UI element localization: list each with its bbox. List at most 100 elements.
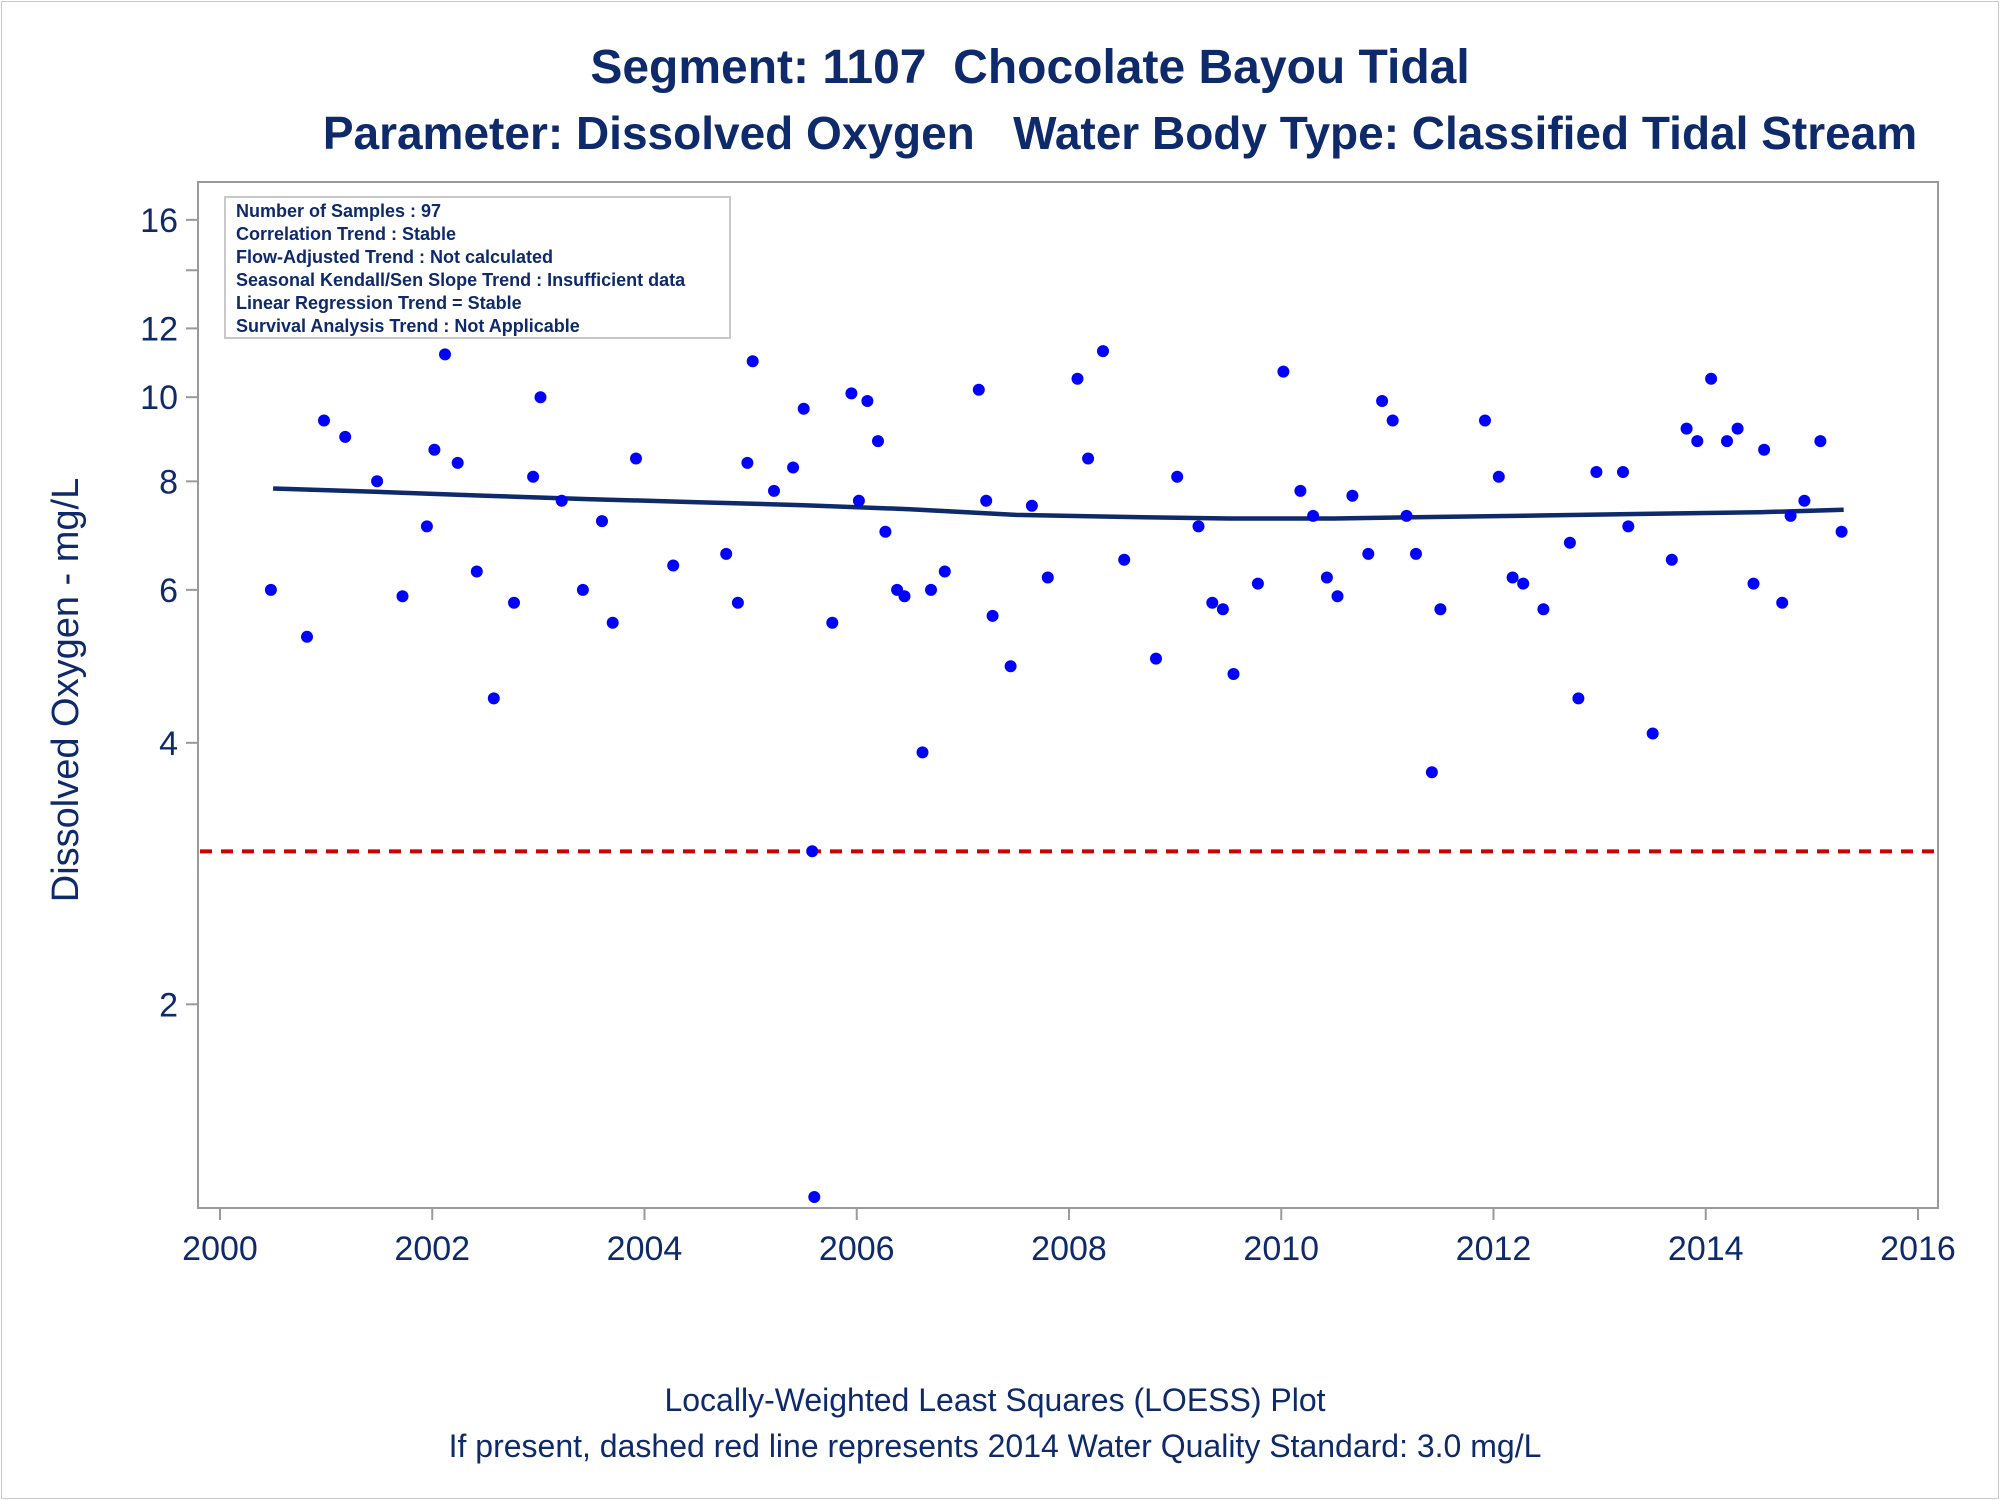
data-point [508,596,520,609]
data-point [1320,571,1333,584]
data-point [1776,596,1789,609]
data-point [1294,484,1307,497]
data-point [1025,499,1038,512]
stats-line: Number of Samples : 97 [236,201,441,221]
data-point [1784,509,1797,522]
x-tick-label: 2008 [1031,1230,1107,1268]
data-point [1400,509,1413,522]
stats-line: Linear Regression Trend = Stable [236,293,522,313]
data-point [1798,494,1811,507]
x-tick-label: 2010 [1243,1230,1319,1268]
data-point [898,590,911,603]
stats-line: Correlation Trend : Stable [236,224,456,244]
data-point [1331,590,1344,603]
data-point [1572,692,1585,705]
data-point [1041,571,1054,584]
data-point [808,1191,821,1203]
data-point [1617,466,1629,478]
data-point [1118,553,1131,566]
footnote-standard: If present, dashed red line represents 2… [448,1428,1542,1464]
data-point [1492,470,1505,483]
data-point [1563,536,1576,549]
data-point [534,391,547,404]
x-tick-label: 2006 [819,1230,895,1268]
data-points [264,202,1848,1203]
data-point [986,609,999,622]
data-point [972,383,985,396]
data-point [1517,577,1530,590]
data-point [1307,509,1320,522]
data-point [1537,603,1550,616]
data-point [916,746,929,759]
footnote-loess: Locally-Weighted Least Squares (LOESS) P… [664,1382,1326,1418]
data-point [797,402,810,415]
y-tick-label: 4 [159,725,178,763]
stats-line: Survival Analysis Trend : Not Applicable [236,316,580,336]
x-tick-label: 2002 [394,1230,470,1268]
data-point [925,583,937,596]
data-point [1410,547,1422,560]
data-point [264,583,277,596]
data-point [1192,520,1205,533]
data-point [1721,435,1733,448]
data-point [806,845,819,858]
data-point [487,692,500,705]
data-point [527,470,540,483]
y-axis-label: Dissolved Oxygen - mg/L [45,478,87,903]
data-point [1590,466,1603,478]
loess-curve [273,486,1844,521]
data-point [1731,422,1744,435]
stats-line: Flow-Adjusted Trend : Not calculated [236,247,553,267]
data-point [1376,395,1389,407]
data-point [1434,603,1447,616]
data-point [1386,414,1399,427]
data-point [852,494,865,507]
x-axis: 2000 2002 2004 2006 2008 2010 2012 2014 2016 [182,1208,1956,1268]
data-point [1150,652,1162,665]
data-point [1705,372,1718,385]
y-tick-label: 2 [159,986,178,1024]
data-point [879,525,892,538]
data-point [1346,489,1359,502]
data-point [555,494,568,507]
data-point [470,565,483,578]
data-point [667,559,680,572]
data-point [1479,414,1491,427]
x-tick-label: 2016 [1880,1230,1956,1268]
data-point [720,547,733,560]
data-point [439,348,451,361]
data-point [1506,571,1519,584]
data-point [1665,553,1678,566]
data-point [1277,365,1290,378]
data-point [741,456,754,469]
y-tick-label: 16 [140,202,178,240]
data-point [451,456,464,469]
data-point [1758,443,1771,456]
data-point [596,515,608,528]
data-point [301,630,313,643]
data-point [861,395,874,407]
data-point [371,475,384,488]
data-point [980,494,993,507]
y-tick-label: 8 [159,463,178,501]
x-tick-label: 2012 [1456,1230,1532,1268]
data-point [845,387,858,400]
data-point [1646,727,1659,740]
data-point [420,520,433,533]
data-point [396,590,409,603]
data-point [872,435,884,448]
data-point [746,355,759,368]
data-point [1622,520,1635,533]
x-tick-label: 2000 [182,1230,258,1268]
data-point [1680,422,1693,435]
data-point [826,616,839,629]
data-point [606,616,619,629]
data-point [1071,372,1084,385]
data-point [1206,596,1219,609]
data-point [1251,577,1264,590]
data-point [1835,525,1848,538]
data-point [1097,345,1109,358]
data-point [768,484,780,497]
